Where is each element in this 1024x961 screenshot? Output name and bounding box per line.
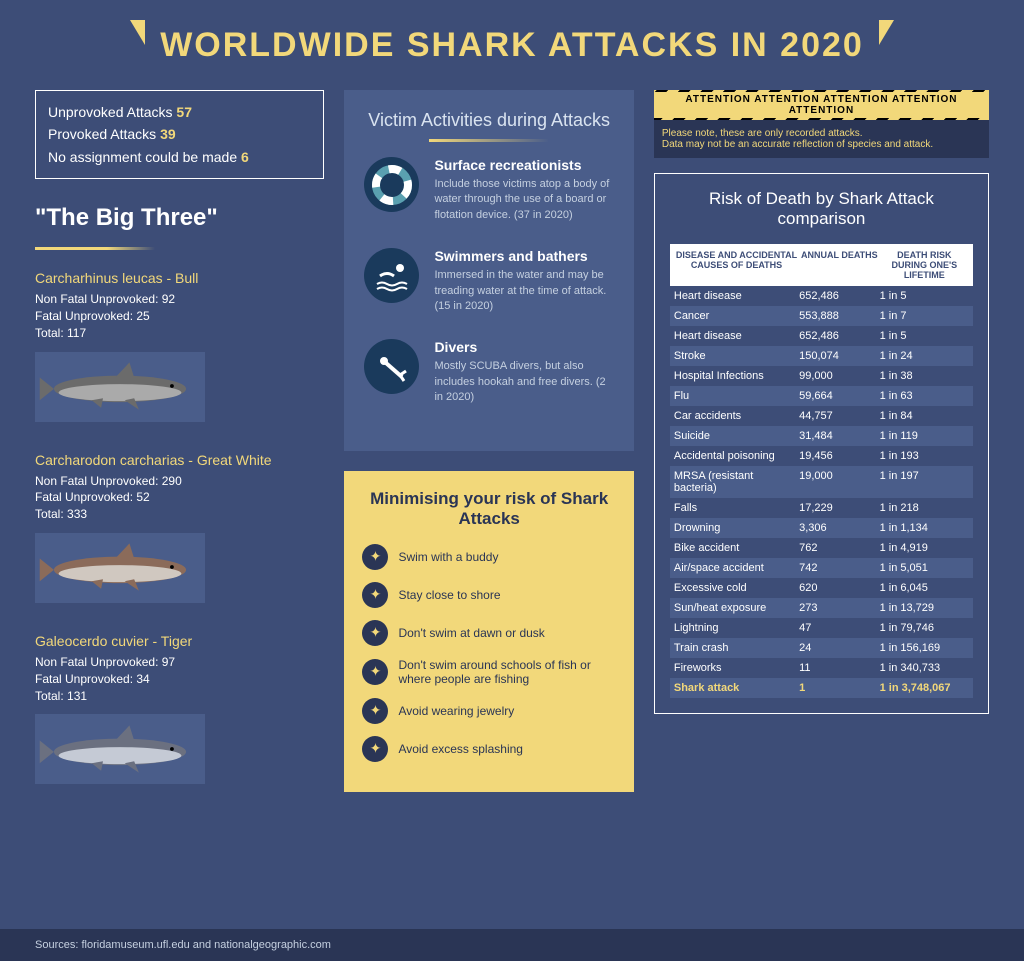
- activity-title: Surface recreationists: [434, 157, 613, 173]
- stat-row: No assignment could be made 6: [48, 146, 311, 168]
- shark-total: Total: 131: [35, 688, 324, 705]
- tip-item: ✦ Avoid excess splashing: [362, 736, 615, 762]
- risk-row: Cancer553,8881 in 7: [670, 306, 973, 326]
- underline-icon: [429, 139, 549, 142]
- risk-row: Suicide31,4841 in 119: [670, 426, 973, 446]
- tips-title: Minimising your risk of Shark Attacks: [362, 489, 615, 529]
- activity-desc: Immersed in the water and may be treadin…: [434, 268, 613, 314]
- shark-fatal: Fatal Unprovoked: 25: [35, 308, 324, 325]
- tip-item: ✦ Stay close to shore: [362, 582, 615, 608]
- risk-row: Falls17,2291 in 218: [670, 498, 973, 518]
- risk-title: Risk of Death by Shark Attack comparison: [670, 189, 973, 229]
- attack-stats-box: Unprovoked Attacks 57Provoked Attacks 39…: [35, 90, 324, 179]
- shark-nonfatal: Non Fatal Unprovoked: 92: [35, 291, 324, 308]
- shark-fatal: Fatal Unprovoked: 52: [35, 489, 324, 506]
- risk-row: Drowning3,3061 in 1,134: [670, 518, 973, 538]
- risk-row: Fireworks111 in 340,733: [670, 658, 973, 678]
- risk-header: DISEASE AND ACCIDENTAL CAUSES OF DEATHS …: [670, 244, 973, 286]
- shark-total: Total: 333: [35, 506, 324, 523]
- attention-banner: ATTENTION ATTENTION ATTENTION ATTENTION …: [654, 90, 989, 120]
- risk-row: Accidental poisoning19,4561 in 193: [670, 446, 973, 466]
- tips-panel: Minimising your risk of Shark Attacks ✦ …: [344, 471, 633, 792]
- stat-row: Unprovoked Attacks 57: [48, 101, 311, 123]
- risk-row: MRSA (resistant bacteria)19,0001 in 197: [670, 466, 973, 498]
- tip-text: Swim with a buddy: [398, 550, 498, 564]
- tip-text: Avoid wearing jewelry: [398, 704, 514, 718]
- triangle-right-icon: [879, 20, 894, 70]
- tip-icon: ✦: [362, 544, 388, 570]
- big-three-title: "The Big Three": [35, 204, 324, 232]
- shark-nonfatal: Non Fatal Unprovoked: 97: [35, 654, 324, 671]
- triangle-left-icon: [130, 20, 145, 70]
- risk-row: Excessive cold6201 in 6,045: [670, 578, 973, 598]
- tip-icon: ✦: [362, 582, 388, 608]
- activity-title: Swimmers and bathers: [434, 248, 613, 264]
- risk-row: Heart disease652,4861 in 5: [670, 326, 973, 346]
- risk-row: Stroke150,0741 in 24: [670, 346, 973, 366]
- title-text: WORLDWIDE SHARK ATTACKS IN 2020: [160, 26, 864, 65]
- activity-item: Divers Mostly SCUBA divers, but also inc…: [364, 339, 613, 405]
- tip-item: ✦ Avoid wearing jewelry: [362, 698, 615, 724]
- risk-row: Heart disease652,4861 in 5: [670, 286, 973, 306]
- shark-block: Galeocerdo cuvier - Tiger Non Fatal Unpr…: [35, 633, 324, 784]
- activity-title: Divers: [434, 339, 613, 355]
- shark-block: Carcharhinus leucas - Bull Non Fatal Unp…: [35, 270, 324, 421]
- risk-row: Air/space accident7421 in 5,051: [670, 558, 973, 578]
- shark-nonfatal: Non Fatal Unprovoked: 290: [35, 473, 324, 490]
- activity-desc: Mostly SCUBA divers, but also includes h…: [434, 359, 613, 405]
- risk-row: Lightning471 in 79,746: [670, 618, 973, 638]
- shark-name: Carcharhinus leucas - Bull: [35, 270, 324, 286]
- risk-row: Sun/heat exposure2731 in 13,729: [670, 598, 973, 618]
- tip-text: Avoid excess splashing: [398, 742, 523, 756]
- shark-total: Total: 117: [35, 325, 324, 342]
- shark-fatal: Fatal Unprovoked: 34: [35, 671, 324, 688]
- page-title: WORLDWIDE SHARK ATTACKS IN 2020: [35, 20, 989, 70]
- activity-desc: Include those victims atop a body of wat…: [434, 177, 613, 223]
- tip-icon: ✦: [362, 620, 388, 646]
- tip-text: Don't swim at dawn or dusk: [398, 626, 544, 640]
- shark-name: Galeocerdo cuvier - Tiger: [35, 633, 324, 649]
- shark-icon: [35, 352, 205, 422]
- tip-text: Don't swim around schools of fish or whe…: [398, 658, 615, 686]
- risk-final-row: Shark attack11 in 3,748,067: [670, 678, 973, 698]
- risk-row: Hospital Infections99,0001 in 38: [670, 366, 973, 386]
- activity-item: Swimmers and bathers Immersed in the wat…: [364, 248, 613, 314]
- risk-row: Bike accident7621 in 4,919: [670, 538, 973, 558]
- shark-name: Carcharodon carcharias - Great White: [35, 452, 324, 468]
- risk-row: Flu59,6641 in 63: [670, 386, 973, 406]
- risk-row: Train crash241 in 156,169: [670, 638, 973, 658]
- tip-item: ✦ Don't swim at dawn or dusk: [362, 620, 615, 646]
- attention-note: Please note, these are only recorded att…: [654, 120, 989, 158]
- activities-title: Victim Activities during Attacks: [364, 110, 613, 131]
- swimmer-icon: [364, 248, 419, 303]
- tip-item: ✦ Don't swim around schools of fish or w…: [362, 658, 615, 686]
- risk-row: Car accidents44,7571 in 84: [670, 406, 973, 426]
- stat-row: Provoked Attacks 39: [48, 123, 311, 145]
- activities-panel: Victim Activities during Attacks Surface…: [344, 90, 633, 451]
- shark-icon: [35, 714, 205, 784]
- sources-footer: Sources: floridamuseum.ufl.edu and natio…: [0, 929, 1024, 961]
- tip-icon: ✦: [362, 698, 388, 724]
- tip-icon: ✦: [362, 659, 388, 685]
- tip-text: Stay close to shore: [398, 588, 500, 602]
- lifebuoy-icon: [364, 157, 419, 212]
- activity-item: Surface recreationists Include those vic…: [364, 157, 613, 223]
- tip-item: ✦ Swim with a buddy: [362, 544, 615, 570]
- diver-icon: [364, 339, 419, 394]
- underline-icon: [35, 247, 155, 250]
- shark-icon: [35, 533, 205, 603]
- tip-icon: ✦: [362, 736, 388, 762]
- risk-panel: Risk of Death by Shark Attack comparison…: [654, 173, 989, 714]
- shark-block: Carcharodon carcharias - Great White Non…: [35, 452, 324, 603]
